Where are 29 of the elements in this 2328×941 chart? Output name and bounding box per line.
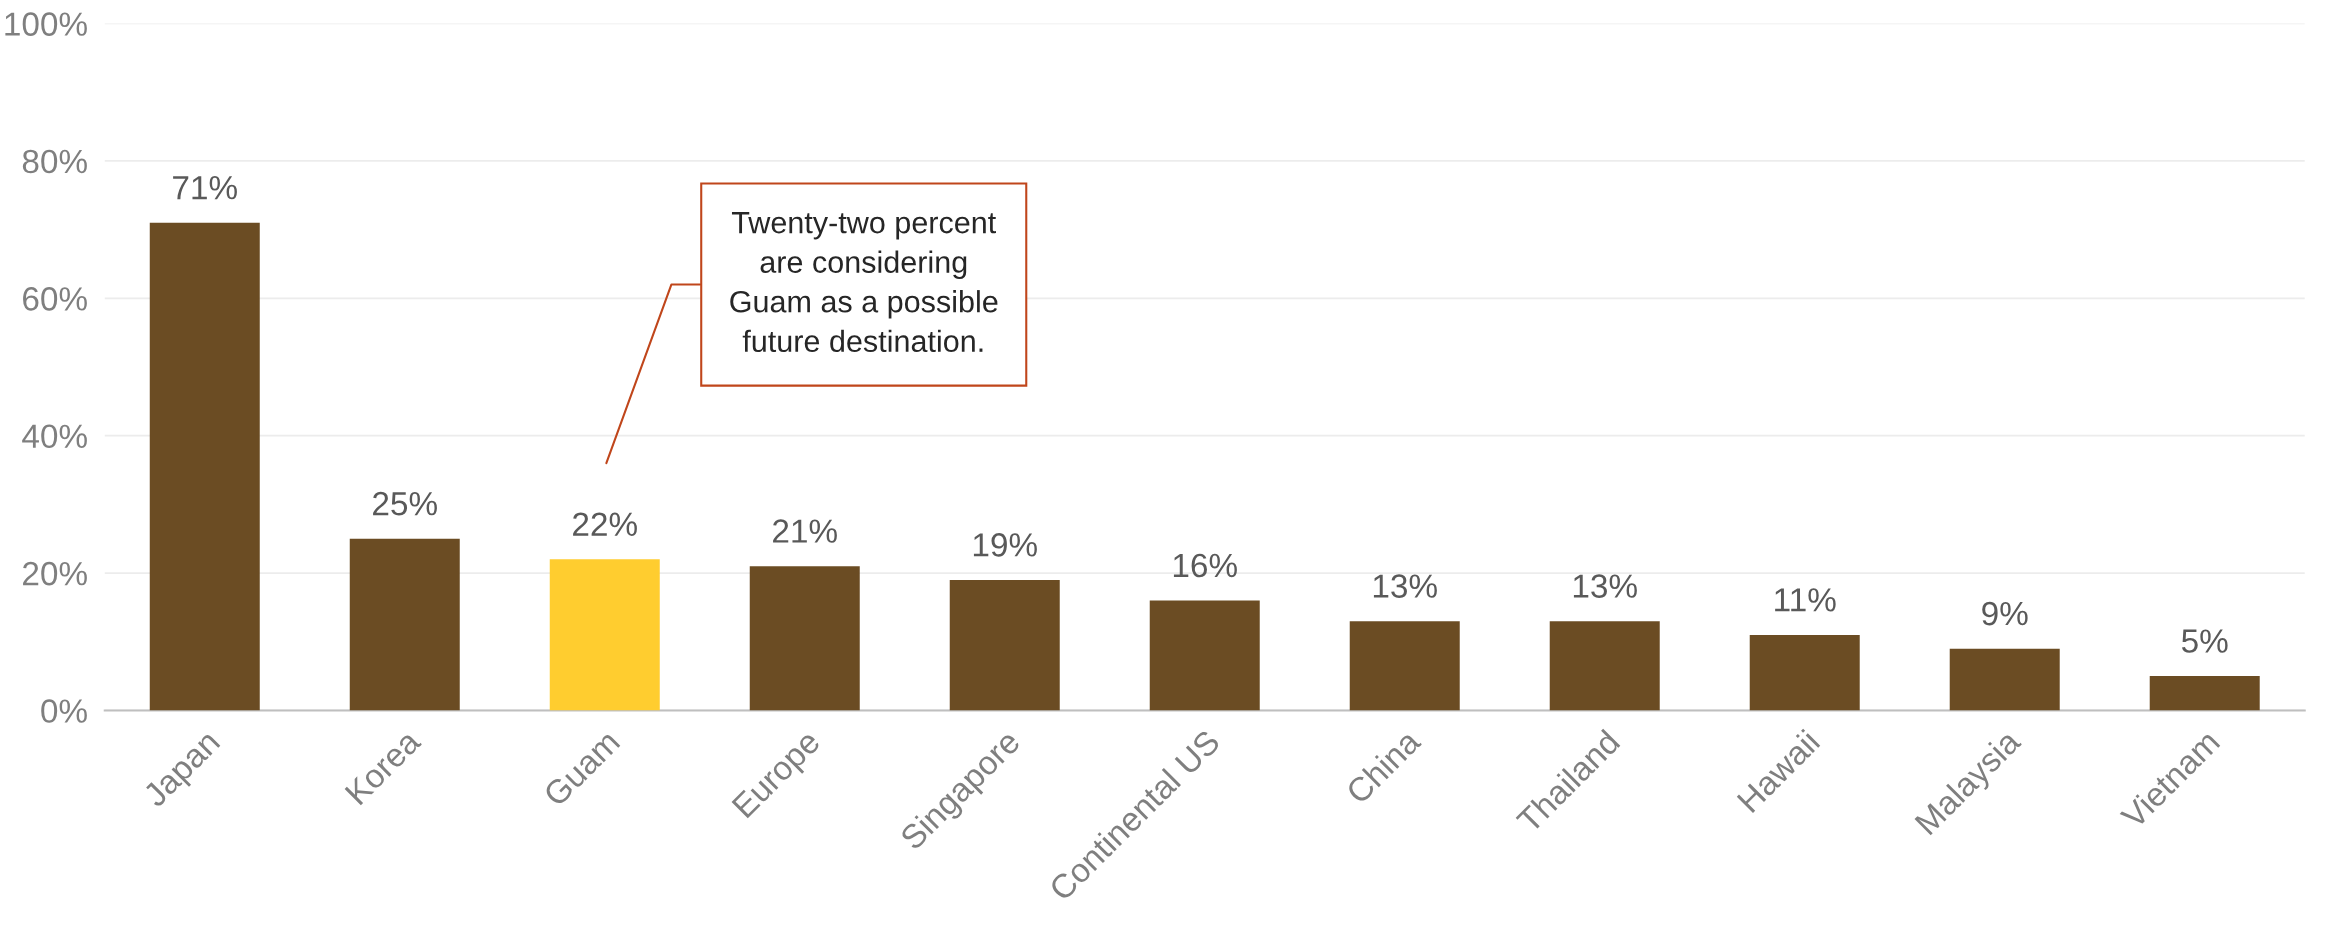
y-tick-label: 100% — [5, 12, 87, 36]
data-label: 22% — [573, 512, 637, 536]
bar — [349, 538, 460, 711]
data-label: 25% — [373, 491, 437, 516]
bar — [549, 559, 660, 711]
bar — [1349, 621, 1460, 711]
annotation: Twenty-two percent are considering Guam as a possible future destination. — [730, 212, 998, 353]
data-label: 9% — [1982, 601, 2028, 626]
data-label: 16% — [1173, 553, 1237, 578]
bar — [749, 566, 860, 711]
y-tick-label: 0% — [41, 699, 87, 723]
bar — [949, 579, 1060, 711]
bar — [1549, 621, 1660, 711]
bar — [1749, 634, 1860, 711]
bar — [149, 222, 260, 711]
data-label: 5% — [2181, 629, 2228, 653]
data-label: 21% — [773, 519, 837, 543]
data-label: 71% — [173, 176, 237, 200]
bar — [1949, 648, 2060, 711]
y-tick-label: 20% — [23, 561, 87, 586]
data-label: 11% — [1775, 588, 1836, 612]
data-label: 13% — [1373, 574, 1437, 598]
y-tick-label: 80% — [22, 149, 87, 174]
y-tick-label: 60% — [23, 287, 87, 311]
bar — [1149, 600, 1260, 711]
data-label: 19% — [973, 533, 1037, 557]
data-label: 13% — [1573, 574, 1637, 598]
bar — [2149, 676, 2260, 711]
y-tick-label: 40% — [22, 424, 87, 449]
